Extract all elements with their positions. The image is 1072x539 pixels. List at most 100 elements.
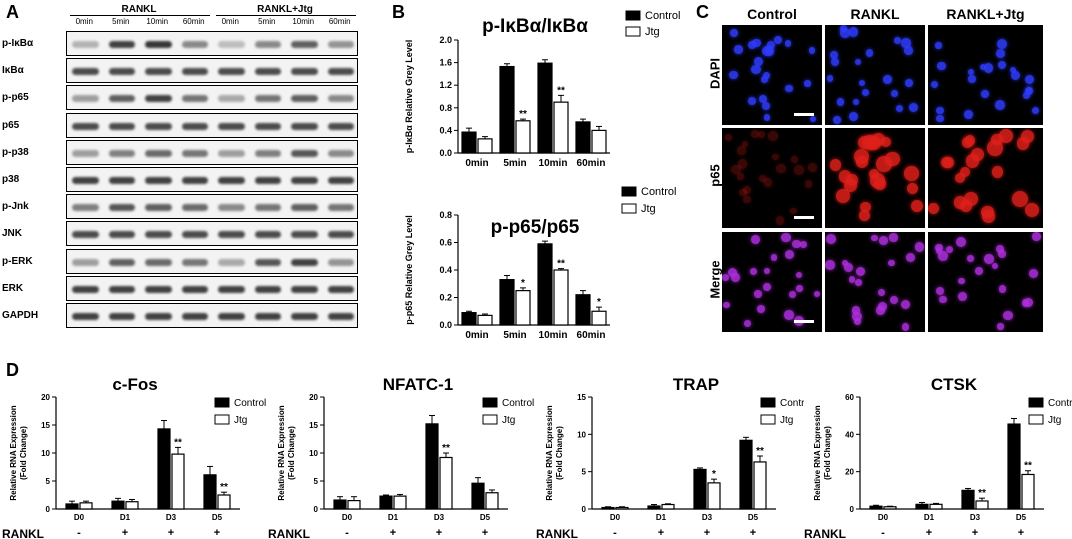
blot-band [327, 231, 354, 239]
blot-band [108, 258, 135, 266]
nucleus [784, 310, 795, 320]
nucleus [883, 75, 893, 85]
nucleus [773, 35, 782, 44]
blot-band [181, 177, 208, 184]
nucleus [854, 148, 870, 165]
legend-swatch [621, 203, 637, 214]
nucleus [830, 57, 839, 66]
blot-band [108, 313, 135, 320]
nucleus [979, 63, 987, 71]
y-tick-label: 40 [845, 430, 854, 439]
nucleus [829, 50, 838, 59]
nucleus [901, 299, 910, 309]
x-tick-label: D5 [212, 513, 223, 522]
x-tick-label: 10min [539, 330, 568, 341]
significance-mark: ** [220, 482, 228, 493]
rankl-sign: + [214, 527, 220, 539]
nucleus [915, 242, 925, 252]
rankl-sign: + [972, 527, 978, 539]
group-label-rankl-jtg: RANKL+Jtg [257, 4, 313, 15]
nucleus [853, 317, 861, 325]
blot-band [254, 95, 281, 103]
y-tick-label: 0.8 [439, 103, 452, 113]
blot-strip [66, 112, 358, 138]
blot-band [72, 177, 99, 184]
nucleus [808, 47, 816, 54]
nucleus [968, 68, 975, 75]
bar [753, 461, 767, 510]
nucleus [879, 235, 889, 245]
blot-band [291, 149, 318, 157]
nucleus [784, 250, 795, 260]
timepoint-label: 10min [146, 17, 169, 26]
blot-band [181, 204, 208, 212]
rankl-row-label: RANKL [268, 527, 310, 539]
nucleus [848, 276, 856, 283]
micro-row-dapi: DAPI [707, 57, 723, 90]
bar [461, 312, 477, 326]
blot-band [145, 258, 172, 266]
bar [615, 506, 629, 510]
bar [515, 120, 531, 154]
blot-band [327, 41, 354, 48]
y-tick-label: 0.2 [439, 293, 452, 303]
micro-image-merge-rankl [825, 232, 925, 332]
nucleus [963, 109, 973, 119]
nucleus [855, 267, 866, 277]
y-tick-label: 0 [46, 505, 51, 514]
bar [393, 495, 407, 510]
bar [693, 468, 707, 510]
chart-title: p-IκBα/IκBα [482, 16, 588, 37]
nucleus [763, 267, 771, 274]
y-axis-label: p-p65 Relative Grey Level [404, 215, 414, 325]
blot-band [291, 95, 318, 103]
legend-swatch [482, 397, 498, 408]
blot-band [254, 68, 281, 76]
y-tick-label: 5 [582, 468, 587, 477]
bar [461, 131, 477, 154]
nucleus [799, 240, 808, 249]
nucleus [1021, 299, 1030, 307]
blot-row-label: p-p38 [2, 146, 29, 158]
blot-row-label: p-Jnk [2, 201, 29, 213]
significance-mark: ** [442, 443, 450, 454]
bar [739, 439, 753, 510]
y-tick-label: 0.6 [439, 238, 452, 248]
nucleus [781, 232, 791, 243]
rankl-sign: + [658, 527, 664, 539]
x-tick-label: D3 [702, 513, 713, 522]
panel-letter-d: D [6, 360, 19, 380]
nucleus [770, 254, 778, 261]
blot-band [291, 177, 318, 184]
bar [379, 495, 393, 510]
significance-mark: ** [557, 259, 565, 270]
y-tick-label: 10 [41, 449, 50, 458]
nucleus [876, 156, 893, 172]
bar [1021, 473, 1035, 510]
blot-strip [66, 275, 358, 301]
bar [499, 65, 515, 154]
nucleus [840, 25, 847, 32]
nucleus [896, 104, 904, 112]
nucleus [910, 199, 923, 212]
nucleus [753, 289, 762, 299]
rankl-sign: + [704, 527, 710, 539]
y-tick-label: 15 [577, 393, 586, 402]
nucleus [1028, 268, 1039, 278]
chart-title: CTSK [931, 375, 978, 394]
nucleus [840, 28, 850, 38]
nucleus [1025, 203, 1040, 218]
nucleus [905, 79, 914, 87]
nucleus [937, 61, 946, 71]
blot-band [108, 231, 135, 239]
bar [125, 501, 139, 510]
nucleus [871, 234, 878, 242]
rankl-row-label: RANKL [536, 527, 578, 539]
nucleus [880, 136, 891, 147]
micro-col-rankl: RANKL [850, 6, 900, 22]
blot-band [218, 258, 245, 266]
bar [1007, 423, 1021, 510]
nucleus [843, 263, 854, 273]
blot-band [218, 204, 245, 212]
bar [591, 129, 607, 154]
